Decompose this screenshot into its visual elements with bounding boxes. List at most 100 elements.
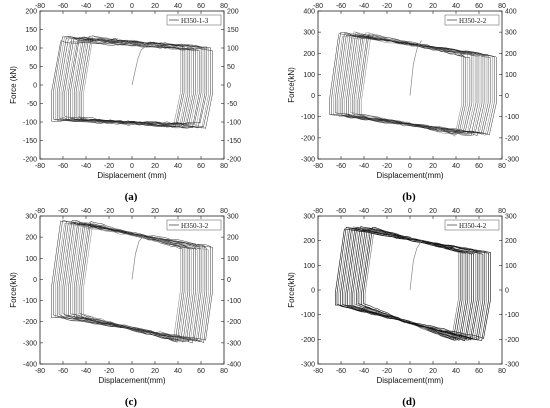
chart-3: -80-80-60-60-40-40-20-200020204040606080…	[9, 208, 241, 408]
y-tick-label-right: 0	[227, 83, 231, 90]
x-tick-label: 60	[197, 163, 205, 170]
x-tick-label-top: -80	[313, 208, 323, 215]
x-tick-label-top: 40	[174, 208, 182, 215]
x-tick-label-top: -20	[104, 3, 114, 10]
initial-loading-curve	[409, 40, 422, 96]
x-tick-label: 0	[130, 368, 134, 375]
x-tick-label: -40	[81, 368, 91, 375]
hysteresis-cycle	[56, 221, 208, 343]
x-tick-label-top: 40	[452, 3, 460, 10]
x-tick-label: -60	[58, 368, 68, 375]
x-tick-label: 20	[151, 368, 159, 375]
y-tick-label-right: -400	[227, 362, 241, 369]
y-tick-label: 200	[25, 9, 37, 16]
x-axis-label: Displacement (mm)	[97, 171, 167, 180]
x-tick-label-top: 40	[452, 208, 460, 215]
y-tick-label: 0	[311, 93, 315, 100]
x-tick-label: 60	[475, 163, 483, 170]
x-tick-label: -80	[313, 368, 323, 375]
x-tick-label: 80	[498, 368, 506, 375]
x-tick-label-top: -20	[382, 208, 392, 215]
hysteresis-cycle	[77, 38, 187, 129]
y-tick-label-right: -300	[505, 157, 519, 164]
x-tick-label-top: -80	[35, 208, 45, 215]
hysteresis-cycle	[340, 228, 486, 341]
hysteresis-cycle	[68, 222, 196, 342]
y-tick-label-right: 0	[227, 277, 231, 284]
x-tick-label: 40	[174, 163, 182, 170]
y-axis-label: Force (kN)	[9, 66, 18, 104]
x-tick-label-top: 0	[130, 208, 134, 215]
legend-label: H350-4-2	[459, 222, 487, 230]
y-tick-label: -200	[301, 337, 315, 344]
y-tick-label: 300	[303, 214, 315, 221]
y-tick-label: 200	[25, 235, 37, 242]
x-tick-label-top: -60	[336, 208, 346, 215]
y-tick-label-right: 0	[505, 93, 509, 100]
x-tick-label-top: 60	[475, 208, 483, 215]
x-tick-label: -40	[359, 368, 369, 375]
y-tick-label-right: 300	[227, 214, 239, 221]
hysteresis-cycle	[346, 32, 479, 136]
hysteresis-cycle	[73, 39, 191, 128]
y-tick-label-right: -300	[505, 362, 519, 369]
x-tick-label-top: 0	[130, 3, 134, 10]
y-tick-label-right: 100	[227, 256, 239, 263]
subfigure-caption: (b)	[402, 191, 416, 203]
plot-frame	[39, 215, 225, 365]
x-axis-label: Displacement(mm)	[376, 171, 443, 180]
hysteresis-cycle	[79, 35, 185, 125]
x-tick-label: -20	[104, 163, 114, 170]
x-tick-label: 60	[197, 368, 205, 375]
y-tick-label: -100	[23, 120, 37, 127]
hysteresis-cycle	[51, 40, 213, 129]
x-tick-label-top: 40	[174, 3, 182, 10]
hysteresis-cycle	[53, 219, 211, 343]
legend-label: H350-3-2	[181, 222, 209, 230]
y-tick-label-right: 50	[227, 64, 235, 71]
hysteresis-cycle	[340, 35, 485, 137]
x-tick-label-top: -80	[313, 3, 323, 10]
y-tick-label: 200	[303, 51, 315, 58]
y-tick-label-right: -300	[227, 340, 241, 347]
x-tick-label: 80	[498, 163, 506, 170]
hysteresis-cycle	[66, 41, 198, 126]
y-tick-label-right: -200	[227, 319, 241, 326]
legend-box	[444, 14, 500, 26]
y-tick-label: 200	[303, 238, 315, 245]
y-tick-label: 400	[303, 9, 315, 16]
x-tick-label: 80	[220, 368, 228, 375]
hysteresis-cycle	[331, 32, 495, 135]
hysteresis-cycle	[335, 228, 491, 339]
y-tick-label: -300	[23, 340, 37, 347]
x-tick-label-top: -20	[382, 3, 392, 10]
x-tick-label-top: 80	[498, 208, 506, 215]
legend-box	[166, 219, 222, 231]
x-tick-label: 40	[452, 163, 460, 170]
x-tick-label-top: 80	[498, 3, 506, 10]
legend-box	[444, 219, 500, 231]
y-tick-label-right: -200	[505, 135, 519, 142]
y-tick-label-right: -100	[505, 114, 519, 121]
x-tick-label: -20	[382, 163, 392, 170]
x-tick-label-top: 0	[408, 3, 412, 10]
chart-1: -80-80-60-60-40-40-20-200020204040606080…	[9, 3, 241, 203]
subfigure-caption: (a)	[125, 191, 138, 203]
x-tick-label-top: -80	[35, 3, 45, 10]
y-tick-label: 100	[303, 263, 315, 270]
hysteresis-curves	[51, 35, 213, 129]
y-tick-label-right: 200	[227, 9, 239, 16]
x-tick-label: -80	[313, 163, 323, 170]
x-tick-label: 20	[151, 163, 159, 170]
x-tick-label: -40	[359, 163, 369, 170]
x-tick-label-top: -60	[58, 3, 68, 10]
x-tick-label: -60	[58, 163, 68, 170]
hysteresis-cycle	[83, 35, 181, 128]
y-tick-label-right: 0	[505, 288, 509, 295]
x-tick-label-top: 60	[197, 208, 205, 215]
y-tick-label: -300	[301, 157, 315, 164]
x-tick-label: -20	[382, 368, 392, 375]
y-tick-label: -50	[27, 101, 37, 108]
hysteresis-cycle	[58, 223, 206, 340]
